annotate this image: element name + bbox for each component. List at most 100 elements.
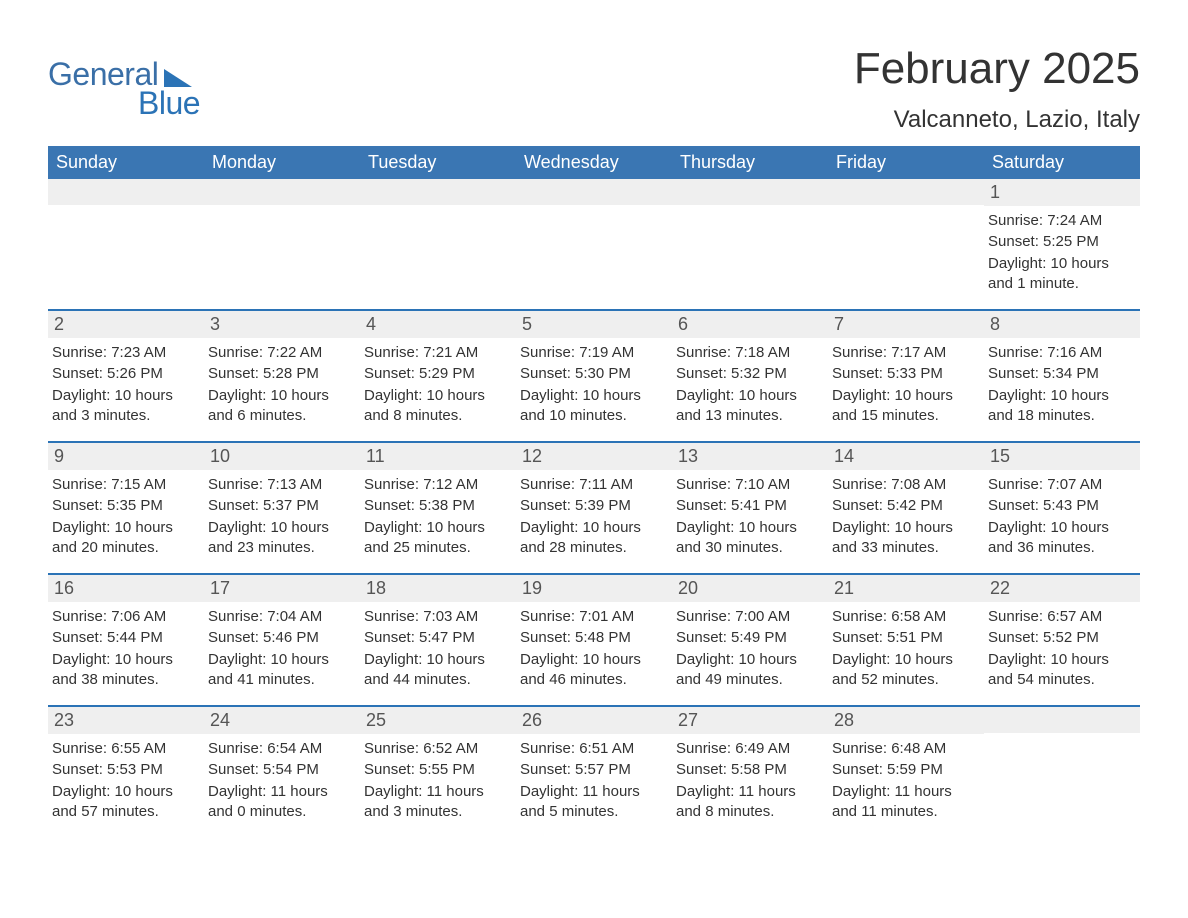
sunrise-text: Sunrise: 7:13 AM bbox=[208, 475, 354, 495]
day-body: Sunrise: 7:18 AMSunset: 5:32 PMDaylight:… bbox=[672, 338, 828, 429]
calendar-week: 1Sunrise: 7:24 AMSunset: 5:25 PMDaylight… bbox=[48, 179, 1140, 297]
weekday-header: SundayMondayTuesdayWednesdayThursdayFrid… bbox=[48, 146, 1140, 179]
calendar-day: 19 Sunrise: 7:01 AMSunset: 5:48 PMDayligh… bbox=[516, 575, 672, 693]
daylight-text: Daylight: 10 hours and 49 minutes. bbox=[676, 650, 822, 691]
day-number: 23 bbox=[48, 707, 204, 734]
day-body: Sunrise: 7:24 AMSunset: 5:25 PMDaylight:… bbox=[984, 206, 1140, 297]
sunrise-text: Sunrise: 7:07 AM bbox=[988, 475, 1134, 495]
sunset-text: Sunset: 5:26 PM bbox=[52, 364, 198, 384]
sunrise-text: Sunrise: 7:12 AM bbox=[364, 475, 510, 495]
daylight-text: Daylight: 10 hours and 41 minutes. bbox=[208, 650, 354, 691]
sunset-text: Sunset: 5:35 PM bbox=[52, 496, 198, 516]
day-number: 9 bbox=[48, 443, 204, 470]
sunset-text: Sunset: 5:42 PM bbox=[832, 496, 978, 516]
sunrise-text: Sunrise: 6:58 AM bbox=[832, 607, 978, 627]
daylight-text: Daylight: 10 hours and 30 minutes. bbox=[676, 518, 822, 559]
daylight-text: Daylight: 11 hours and 8 minutes. bbox=[676, 782, 822, 823]
sunrise-text: Sunrise: 6:49 AM bbox=[676, 739, 822, 759]
day-number: 8 bbox=[984, 311, 1140, 338]
calendar-day bbox=[984, 707, 1140, 825]
daylight-text: Daylight: 10 hours and 46 minutes. bbox=[520, 650, 666, 691]
sunrise-text: Sunrise: 7:23 AM bbox=[52, 343, 198, 363]
sunrise-text: Sunrise: 7:18 AM bbox=[676, 343, 822, 363]
day-body: Sunrise: 7:10 AMSunset: 5:41 PMDaylight:… bbox=[672, 470, 828, 561]
day-number bbox=[984, 707, 1140, 733]
calendar-day: 13Sunrise: 7:10 AMSunset: 5:41 PMDayligh… bbox=[672, 443, 828, 561]
day-number: 10 bbox=[204, 443, 360, 470]
day-body bbox=[48, 205, 204, 211]
daylight-text: Daylight: 10 hours and 33 minutes. bbox=[832, 518, 978, 559]
sunrise-text: Sunrise: 6:54 AM bbox=[208, 739, 354, 759]
day-number: 5 bbox=[516, 311, 672, 338]
day-number: 27 bbox=[672, 707, 828, 734]
day-body: Sunrise: 7:06 AMSunset: 5:44 PMDaylight:… bbox=[48, 602, 204, 693]
sunset-text: Sunset: 5:29 PM bbox=[364, 364, 510, 384]
daylight-text: Daylight: 10 hours and 20 minutes. bbox=[52, 518, 198, 559]
calendar-day: 9Sunrise: 7:15 AMSunset: 5:35 PMDaylight… bbox=[48, 443, 204, 561]
calendar-week: 9Sunrise: 7:15 AMSunset: 5:35 PMDaylight… bbox=[48, 441, 1140, 561]
daylight-text: Daylight: 10 hours and 36 minutes. bbox=[988, 518, 1134, 559]
sunrise-text: Sunrise: 6:55 AM bbox=[52, 739, 198, 759]
sunset-text: Sunset: 5:46 PM bbox=[208, 628, 354, 648]
sunset-text: Sunset: 5:28 PM bbox=[208, 364, 354, 384]
day-body bbox=[360, 205, 516, 211]
day-body: Sunrise: 7:00 AMSunset: 5:49 PMDaylight:… bbox=[672, 602, 828, 693]
daylight-text: Daylight: 10 hours and 44 minutes. bbox=[364, 650, 510, 691]
sunrise-text: Sunrise: 6:48 AM bbox=[832, 739, 978, 759]
sunset-text: Sunset: 5:38 PM bbox=[364, 496, 510, 516]
logo: General Blue bbox=[48, 56, 200, 122]
day-number: 12 bbox=[516, 443, 672, 470]
calendar-day bbox=[672, 179, 828, 297]
calendar-day: 16Sunrise: 7:06 AMSunset: 5:44 PMDayligh… bbox=[48, 575, 204, 693]
daylight-text: Daylight: 10 hours and 18 minutes. bbox=[988, 386, 1134, 427]
daylight-text: Daylight: 10 hours and 23 minutes. bbox=[208, 518, 354, 559]
sunrise-text: Sunrise: 7:04 AM bbox=[208, 607, 354, 627]
calendar-day bbox=[204, 179, 360, 297]
day-number: 6 bbox=[672, 311, 828, 338]
calendar-day: 26Sunrise: 6:51 AMSunset: 5:57 PMDayligh… bbox=[516, 707, 672, 825]
weekday-label: Saturday bbox=[984, 146, 1140, 179]
daylight-text: Daylight: 10 hours and 52 minutes. bbox=[832, 650, 978, 691]
day-number: 19 bbox=[516, 575, 672, 602]
day-number bbox=[48, 179, 204, 205]
day-number: 14 bbox=[828, 443, 984, 470]
day-body: Sunrise: 6:55 AMSunset: 5:53 PMDaylight:… bbox=[48, 734, 204, 825]
day-number: 2 bbox=[48, 311, 204, 338]
sunset-text: Sunset: 5:33 PM bbox=[832, 364, 978, 384]
day-number: 13 bbox=[672, 443, 828, 470]
sunrise-text: Sunrise: 7:01 AM bbox=[520, 607, 666, 627]
daylight-text: Daylight: 10 hours and 15 minutes. bbox=[832, 386, 978, 427]
daylight-text: Daylight: 11 hours and 0 minutes. bbox=[208, 782, 354, 823]
calendar-day: 8Sunrise: 7:16 AMSunset: 5:34 PMDaylight… bbox=[984, 311, 1140, 429]
weekday-label: Friday bbox=[828, 146, 984, 179]
sunset-text: Sunset: 5:39 PM bbox=[520, 496, 666, 516]
day-body: Sunrise: 7:04 AMSunset: 5:46 PMDaylight:… bbox=[204, 602, 360, 693]
day-body: Sunrise: 7:08 AMSunset: 5:42 PMDaylight:… bbox=[828, 470, 984, 561]
day-body: Sunrise: 7:12 AMSunset: 5:38 PMDaylight:… bbox=[360, 470, 516, 561]
page-title: February 2025 bbox=[854, 44, 1140, 94]
calendar-day: 3Sunrise: 7:22 AMSunset: 5:28 PMDaylight… bbox=[204, 311, 360, 429]
day-number bbox=[672, 179, 828, 205]
day-body: Sunrise: 6:58 AMSunset: 5:51 PMDaylight:… bbox=[828, 602, 984, 693]
sunrise-text: Sunrise: 7:06 AM bbox=[52, 607, 198, 627]
daylight-text: Daylight: 10 hours and 57 minutes. bbox=[52, 782, 198, 823]
daylight-text: Daylight: 10 hours and 6 minutes. bbox=[208, 386, 354, 427]
sunset-text: Sunset: 5:48 PM bbox=[520, 628, 666, 648]
day-number: 18 bbox=[360, 575, 516, 602]
day-body: Sunrise: 7:07 AMSunset: 5:43 PMDaylight:… bbox=[984, 470, 1140, 561]
day-body: Sunrise: 6:52 AMSunset: 5:55 PMDaylight:… bbox=[360, 734, 516, 825]
day-number: 28 bbox=[828, 707, 984, 734]
location-subtitle: Valcanneto, Lazio, Italy bbox=[854, 106, 1140, 134]
sunrise-text: Sunrise: 7:19 AM bbox=[520, 343, 666, 363]
calendar-day bbox=[360, 179, 516, 297]
sunset-text: Sunset: 5:47 PM bbox=[364, 628, 510, 648]
day-body: Sunrise: 6:54 AMSunset: 5:54 PMDaylight:… bbox=[204, 734, 360, 825]
day-number: 22 bbox=[984, 575, 1140, 602]
sunset-text: Sunset: 5:25 PM bbox=[988, 232, 1134, 252]
day-number bbox=[360, 179, 516, 205]
calendar-day bbox=[48, 179, 204, 297]
sunset-text: Sunset: 5:34 PM bbox=[988, 364, 1134, 384]
logo-text-2: Blue bbox=[138, 85, 200, 122]
sunset-text: Sunset: 5:32 PM bbox=[676, 364, 822, 384]
daylight-text: Daylight: 10 hours and 8 minutes. bbox=[364, 386, 510, 427]
